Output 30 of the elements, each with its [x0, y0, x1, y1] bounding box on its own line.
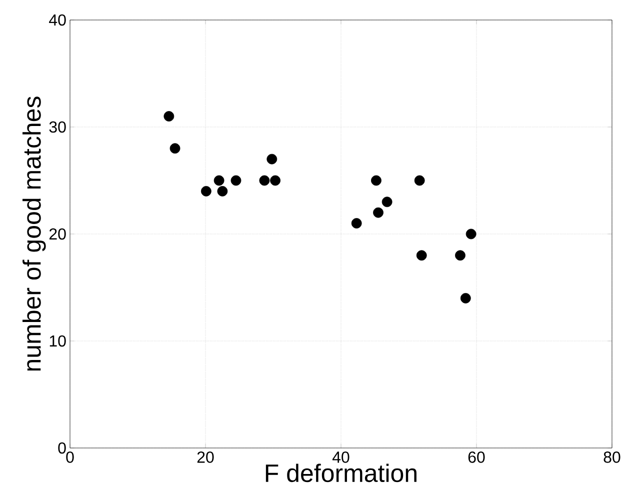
y-axis-title: number of good matches [22, 96, 46, 371]
point [230, 175, 242, 186]
point [371, 175, 382, 186]
point [266, 154, 278, 164]
point [455, 250, 466, 261]
point [170, 143, 180, 154]
point [466, 228, 476, 240]
point [460, 292, 471, 304]
x-tick-label: 40 [332, 452, 350, 463]
x-tick-label: 60 [468, 452, 485, 463]
point [351, 218, 362, 228]
point [200, 186, 212, 196]
y-tick-label: 0 [58, 442, 66, 454]
point [217, 186, 228, 196]
y-tick-label: 10 [50, 335, 66, 347]
point [382, 196, 392, 208]
point [414, 175, 425, 186]
point [373, 207, 384, 218]
y-tick-label: 30 [49, 121, 66, 133]
y-tick-label: 40 [49, 14, 66, 26]
point [214, 175, 224, 186]
point [416, 250, 427, 261]
point [259, 175, 270, 186]
x-tick-label: 80 [604, 452, 620, 463]
point [164, 111, 174, 122]
x-tick-label: 20 [197, 452, 214, 463]
point [270, 175, 280, 186]
x-axis-title: F deformation [266, 464, 416, 482]
x-tick-label: 0 [66, 452, 74, 463]
y-tick-label: 20 [49, 228, 66, 240]
